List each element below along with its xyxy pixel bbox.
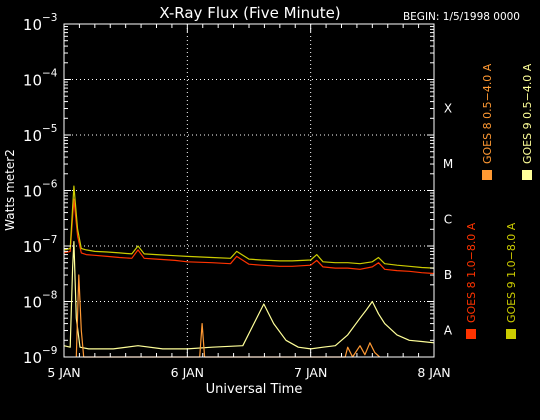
- flare-class-label: M: [443, 157, 453, 171]
- y-tick-exponent: −3: [42, 12, 57, 24]
- y-tick-label: 10: [23, 16, 42, 34]
- y-tick-exponent: −6: [42, 179, 58, 191]
- y-axis-label: Watts meter2: [3, 149, 17, 231]
- y-tick-exponent: −5: [42, 123, 57, 135]
- y-tick-label: 10: [23, 294, 42, 312]
- legend-label: GOES 8 1.0−8.0 A: [465, 222, 478, 323]
- x-tick-label: 6 JAN: [171, 365, 204, 380]
- y-tick-label: 10: [23, 72, 42, 90]
- flare-class-label: B: [444, 268, 452, 282]
- x-tick-label: 8 JAN: [417, 365, 450, 380]
- x-axis-label: Universal Time: [206, 382, 303, 397]
- y-tick-label: 10: [23, 183, 42, 201]
- legend-label: GOES 9 0.5−4.0 A: [521, 63, 534, 164]
- legend-label: GOES 9 1.0−8.0 A: [505, 222, 518, 323]
- y-tick-exponent: −8: [42, 290, 57, 302]
- y-tick-label: 10: [23, 238, 42, 256]
- legend-swatch: [482, 170, 492, 180]
- flare-class-labels: B C M X A: [443, 101, 453, 337]
- y-tick-label: 10: [23, 127, 42, 145]
- y-tick-exponent: −7: [42, 234, 57, 246]
- y-tick-exponent: −4: [42, 68, 58, 80]
- y-tick-exponent: −9: [42, 345, 57, 357]
- series-line-1: [63, 198, 435, 275]
- flare-class-label: A: [444, 323, 453, 337]
- legend-swatch: [522, 170, 532, 180]
- flare-class-label: C: [444, 212, 452, 226]
- legend-swatch: [506, 329, 516, 339]
- series-line-4: [75, 274, 381, 358]
- flare-class-label: X: [444, 101, 452, 115]
- legend-label: GOES 8 0.5−4.0 A: [481, 63, 494, 164]
- grid: [64, 24, 434, 357]
- x-tick-label: 7 JAN: [294, 365, 327, 380]
- series-group: [63, 185, 435, 358]
- y-ticks: 10−910−810−710−610−510−410−3: [23, 12, 434, 367]
- legend: GOES 8 1.0−8.0 A GOES 9 1.0−8.0 A GOES 8 0…: [465, 63, 534, 339]
- legend-swatch: [466, 329, 476, 339]
- begin-label: BEGIN: 1/5/1998 0000: [403, 11, 520, 23]
- x-ticks: 5 JAN 6 JAN 7 JAN 8 JAN: [47, 24, 451, 380]
- series-line-2: [63, 185, 435, 269]
- series-line-3: [63, 241, 435, 350]
- chart-title: X-Ray Flux (Five Minute): [159, 4, 340, 22]
- x-tick-label: 5 JAN: [47, 365, 80, 380]
- y-tick-label: 10: [23, 349, 42, 367]
